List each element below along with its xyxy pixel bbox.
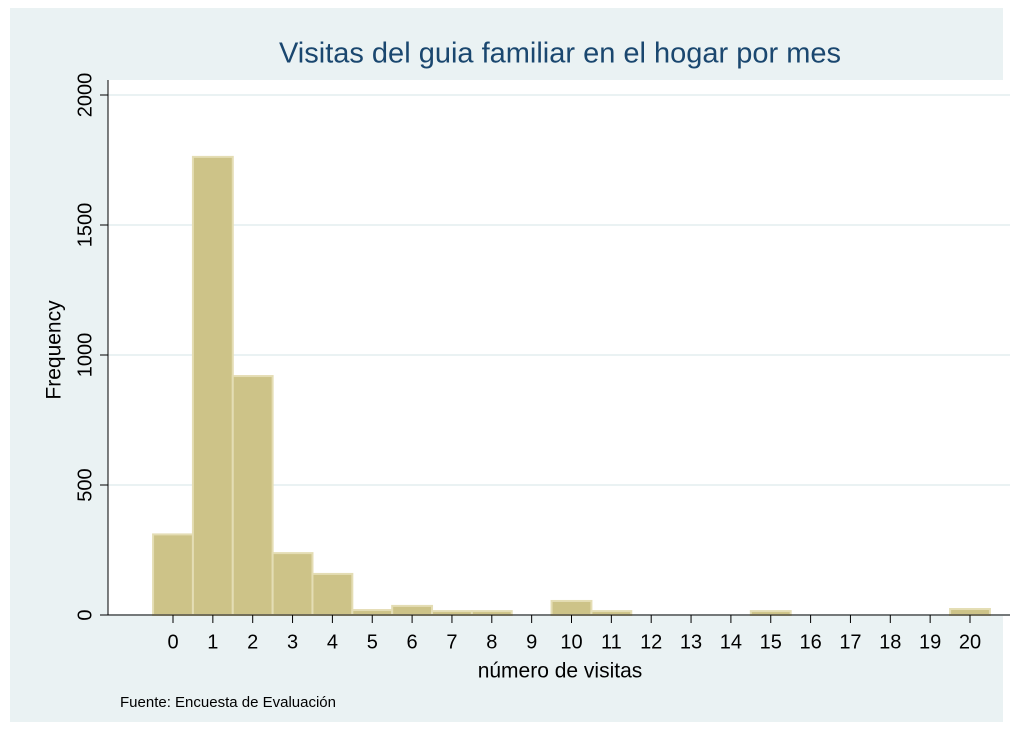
bar [152, 533, 194, 617]
bar [391, 604, 434, 617]
x-tick-label: 11 [601, 631, 622, 653]
x-tick-label: 13 [680, 631, 702, 653]
x-tick-label: 2 [247, 631, 258, 653]
x-tick-label: 15 [760, 631, 782, 653]
x-tick-label: 14 [720, 631, 742, 653]
y-axis-label: Frequency [43, 300, 66, 400]
x-tick-label: 6 [407, 631, 418, 653]
x-tick-label: 18 [879, 631, 901, 653]
chart-title: Visitas del guia familiar en el hogar po… [279, 38, 841, 70]
x-tick-label: 3 [287, 631, 298, 653]
bar [311, 572, 354, 616]
bar [351, 609, 394, 616]
bar [231, 375, 274, 616]
bar [470, 610, 513, 616]
y-tick-label: 2000 [74, 73, 96, 118]
bar [550, 599, 593, 617]
x-tick-label: 0 [167, 631, 178, 653]
y-tick-label: 1500 [74, 203, 96, 248]
x-tick-label: 1 [207, 631, 218, 653]
x-tick-label: 8 [486, 631, 497, 653]
x-tick-label: 19 [919, 631, 941, 653]
x-tick-label: 5 [367, 631, 378, 653]
x-tick-label: 9 [526, 631, 537, 653]
x-tick-label: 20 [959, 631, 981, 653]
x-tick-label: 12 [640, 631, 662, 653]
bar [590, 610, 633, 616]
x-tick-label: 17 [839, 631, 861, 653]
x-axis-label: número de visitas [478, 660, 643, 683]
bar [949, 608, 991, 617]
y-tick-label: 0 [74, 609, 96, 620]
note: Fuente: Encuesta de Evaluación [120, 694, 336, 711]
x-tick-label: 10 [560, 631, 582, 653]
bar [749, 610, 792, 616]
bar [191, 155, 234, 616]
y-tick-label: 1000 [74, 333, 96, 378]
x-tick-label: 4 [327, 631, 338, 653]
x-tick-label: 7 [446, 631, 457, 653]
y-tick-label: 500 [74, 468, 96, 501]
bar [271, 552, 314, 616]
x-tick-label: 16 [799, 631, 821, 653]
bar [431, 610, 473, 616]
